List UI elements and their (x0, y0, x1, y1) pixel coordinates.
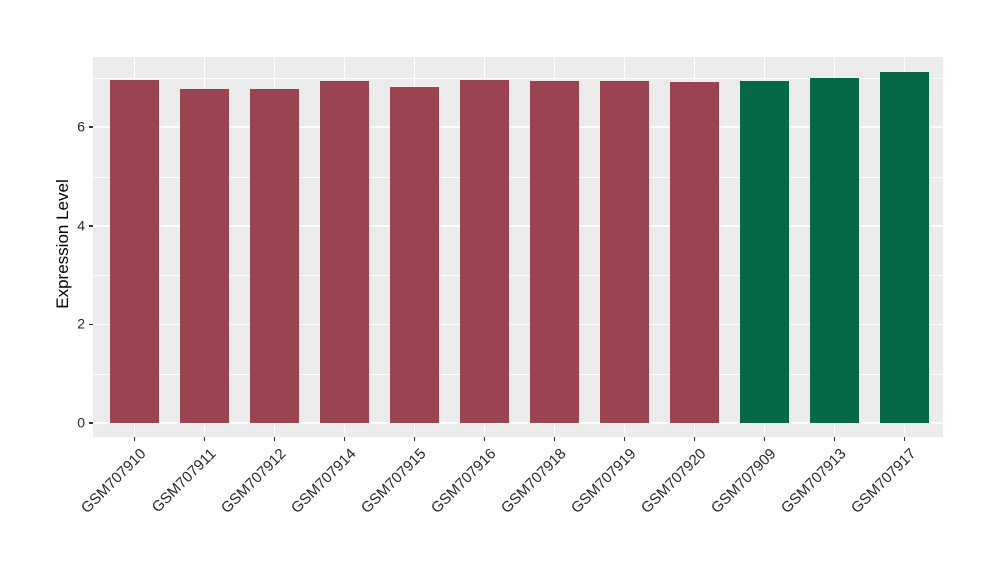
x-tick-mark (553, 437, 556, 441)
bar-GSM707912 (249, 88, 299, 423)
x-tick-label: GSM707914 (288, 445, 360, 517)
x-tick-mark (203, 437, 206, 441)
bar-GSM707916 (459, 80, 509, 423)
x-tick-mark (273, 437, 276, 441)
y-tick-label: 4 (77, 217, 85, 234)
y-tick-mark (89, 126, 93, 128)
y-axis-title: Expression Level (53, 179, 72, 309)
bar-GSM707915 (389, 87, 439, 423)
gridline-horizontal-minor (93, 77, 943, 79)
x-tick-mark (483, 437, 486, 441)
x-tick-label: GSM707910 (78, 445, 150, 517)
x-tick-mark (413, 437, 416, 441)
bar-GSM707914 (319, 80, 369, 423)
y-tick-label: 6 (77, 118, 85, 135)
gridline-horizontal-major (93, 126, 943, 128)
x-tick-mark (693, 437, 696, 441)
bar-GSM707913 (809, 77, 859, 423)
x-tick-label: GSM707920 (638, 445, 710, 517)
gridline-horizontal-major (93, 422, 943, 424)
gridline-horizontal-minor (93, 373, 943, 375)
bar-GSM707920 (669, 81, 719, 423)
x-tick-label: GSM707917 (848, 445, 920, 517)
x-tick-mark (763, 437, 766, 441)
x-tick-label: GSM707913 (778, 445, 850, 517)
y-tick-mark (89, 323, 93, 326)
x-tick-label: GSM707911 (148, 445, 220, 517)
plot-panel (93, 57, 943, 437)
x-tick-mark (343, 437, 346, 441)
bar-GSM707910 (109, 80, 159, 423)
x-tick-mark (133, 437, 136, 441)
bar-GSM707909 (739, 80, 789, 423)
bar-GSM707911 (179, 88, 229, 423)
x-tick-label: GSM707919 (568, 445, 640, 517)
x-tick-label: GSM707916 (428, 445, 500, 517)
gridline-horizontal-minor (93, 176, 943, 178)
y-tick-mark (89, 422, 93, 424)
gridline-horizontal-major (93, 323, 943, 326)
gridline-horizontal-major (93, 225, 943, 227)
bar-GSM707918 (529, 80, 579, 423)
x-tick-label: GSM707909 (708, 445, 780, 517)
gridline-horizontal-minor (93, 275, 943, 276)
bar-GSM707917 (879, 71, 929, 423)
y-tick-mark (89, 225, 93, 227)
bar-GSM707919 (599, 81, 649, 423)
x-tick-mark (903, 437, 906, 441)
x-tick-label: GSM707918 (498, 445, 570, 517)
y-tick-label: 0 (77, 414, 85, 431)
y-tick-label: 2 (77, 316, 85, 333)
x-tick-label: GSM707912 (218, 445, 290, 517)
x-tick-mark (623, 437, 626, 441)
x-tick-label: GSM707915 (358, 445, 430, 517)
x-tick-mark (833, 437, 836, 441)
